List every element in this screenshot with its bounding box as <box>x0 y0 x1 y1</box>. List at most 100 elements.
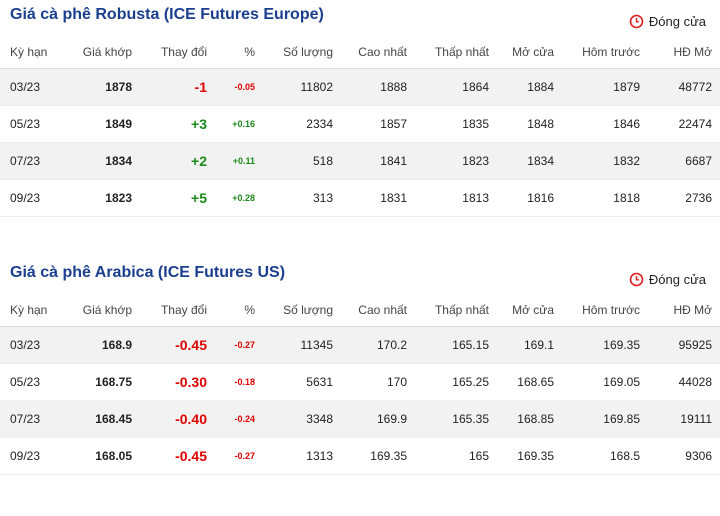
table-cell: 1884 <box>497 68 562 106</box>
table-cell: -0.24 <box>215 400 263 438</box>
table-row: 03/23 168.9 -0.45 -0.27 11345 170.2 165.15 169.… <box>0 326 720 364</box>
table-cell: 95925 <box>648 326 720 364</box>
table-cell: 1313 <box>263 437 341 475</box>
table-cell: 09/23 <box>0 179 75 217</box>
table-cell: 05/23 <box>0 105 75 143</box>
column-header: Số lượng <box>263 36 341 69</box>
table-cell: 1823 <box>75 179 140 217</box>
table-cell: 9306 <box>648 437 720 475</box>
column-header: Hôm trước <box>562 294 648 327</box>
table-cell: 1823 <box>415 142 497 180</box>
table-cell: 168.75 <box>75 363 140 401</box>
table-cell: 169.35 <box>497 437 562 475</box>
table-cell: -0.45 <box>140 326 215 364</box>
table-cell: 1857 <box>341 105 415 143</box>
table-cell: 11345 <box>263 326 341 364</box>
table-head: Kỳ hạn Giá khớp Thay đổi% Số lượng Cao nhất T… <box>0 36 720 69</box>
table-row: 09/23 1823 +5 +0.28 313 1831 1813 1816 1818 2736 <box>0 179 720 217</box>
table-cell: 07/23 <box>0 142 75 180</box>
column-header: Kỳ hạn <box>0 294 75 327</box>
table-cell: 1831 <box>341 179 415 217</box>
table-cell: 3348 <box>263 400 341 438</box>
column-header: % <box>215 294 263 327</box>
page: Giá cà phê Robusta (ICE Futures Europe) Đ… <box>0 6 720 475</box>
table-cell: 169.9 <box>341 400 415 438</box>
table-cell: 48772 <box>648 68 720 106</box>
table-cell: -0.27 <box>215 326 263 364</box>
table-cell: 170.2 <box>341 326 415 364</box>
table-row: 07/23 1834 +2 +0.11 518 1841 1823 1834 1832 6687 <box>0 142 720 180</box>
table-cell: 169.85 <box>562 400 648 438</box>
table-cell: +3 <box>140 105 215 143</box>
table-cell: 07/23 <box>0 400 75 438</box>
table-cell: 313 <box>263 179 341 217</box>
table-row: 05/23 168.75 -0.30 -0.18 5631 170 165.25 168.65… <box>0 363 720 401</box>
clock-icon <box>629 272 644 287</box>
column-header: Số lượng <box>263 294 341 327</box>
header-row: Kỳ hạn Giá khớp Thay đổi% Số lượng Cao nhất T… <box>0 36 720 69</box>
table-row: 07/23 168.45 -0.40 -0.24 3348 169.9 165.35 168.… <box>0 400 720 438</box>
table-cell: 169.05 <box>562 363 648 401</box>
table-cell: -0.30 <box>140 363 215 401</box>
table-cell: +5 <box>140 179 215 217</box>
table-cell: 165.25 <box>415 363 497 401</box>
column-header: HĐ Mở <box>648 36 720 69</box>
price-table: Kỳ hạn Giá khớp Thay đổi% Số lượng Cao nhất T… <box>0 36 720 217</box>
column-header: Thay đổi <box>140 294 215 327</box>
table-cell: -0.18 <box>215 363 263 401</box>
column-header: Giá khớp <box>75 294 140 327</box>
table-cell: 169.35 <box>562 326 648 364</box>
table-cell: 1834 <box>75 142 140 180</box>
column-header: Thấp nhất <box>415 36 497 69</box>
price-section: Giá cà phê Robusta (ICE Futures Europe) Đ… <box>0 6 720 217</box>
table-cell: 1888 <box>341 68 415 106</box>
table-cell: 169.35 <box>341 437 415 475</box>
table-head: Kỳ hạn Giá khớp Thay đổi% Số lượng Cao nhất T… <box>0 294 720 327</box>
table-cell: 1848 <box>497 105 562 143</box>
table-cell: 1835 <box>415 105 497 143</box>
table-cell: 19111 <box>648 400 720 438</box>
table-cell: 1834 <box>497 142 562 180</box>
status: Đóng cửa <box>629 272 706 287</box>
table-cell: 05/23 <box>0 363 75 401</box>
column-header: Mở cửa <box>497 294 562 327</box>
status-label: Đóng cửa <box>648 14 706 29</box>
table-cell: 1841 <box>341 142 415 180</box>
table-cell: 169.1 <box>497 326 562 364</box>
table-cell: 165 <box>415 437 497 475</box>
table-cell: 1879 <box>562 68 648 106</box>
price-table: Kỳ hạn Giá khớp Thay đổi% Số lượng Cao nhất T… <box>0 294 720 475</box>
table-cell: 03/23 <box>0 326 75 364</box>
column-header: Cao nhất <box>341 294 415 327</box>
table-cell: 09/23 <box>0 437 75 475</box>
table-cell: 168.85 <box>497 400 562 438</box>
table-cell: 1849 <box>75 105 140 143</box>
table-body: 03/23 1878 -1 -0.05 11802 1888 1864 1884 1879 487… <box>0 68 720 217</box>
table-cell: 168.45 <box>75 400 140 438</box>
table-cell: -0.40 <box>140 400 215 438</box>
column-header: % <box>215 36 263 69</box>
table-cell: 1832 <box>562 142 648 180</box>
table-cell: +0.16 <box>215 105 263 143</box>
table-cell: +2 <box>140 142 215 180</box>
table-cell: 03/23 <box>0 68 75 106</box>
table-cell: +0.28 <box>215 179 263 217</box>
header-row: Kỳ hạn Giá khớp Thay đổi% Số lượng Cao nhất T… <box>0 294 720 327</box>
table-cell: 6687 <box>648 142 720 180</box>
table-cell: +0.11 <box>215 142 263 180</box>
clock-icon <box>629 14 644 29</box>
column-header: Hôm trước <box>562 36 648 69</box>
table-cell: -0.05 <box>215 68 263 106</box>
table-cell: 1818 <box>562 179 648 217</box>
table-cell: -0.45 <box>140 437 215 475</box>
column-header: Mở cửa <box>497 36 562 69</box>
table-cell: 1864 <box>415 68 497 106</box>
table-cell: 11802 <box>263 68 341 106</box>
status-label: Đóng cửa <box>648 272 706 287</box>
status: Đóng cửa <box>629 14 706 29</box>
table-cell: 165.35 <box>415 400 497 438</box>
table-cell: 518 <box>263 142 341 180</box>
table-cell: 1816 <box>497 179 562 217</box>
table-cell: 170 <box>341 363 415 401</box>
